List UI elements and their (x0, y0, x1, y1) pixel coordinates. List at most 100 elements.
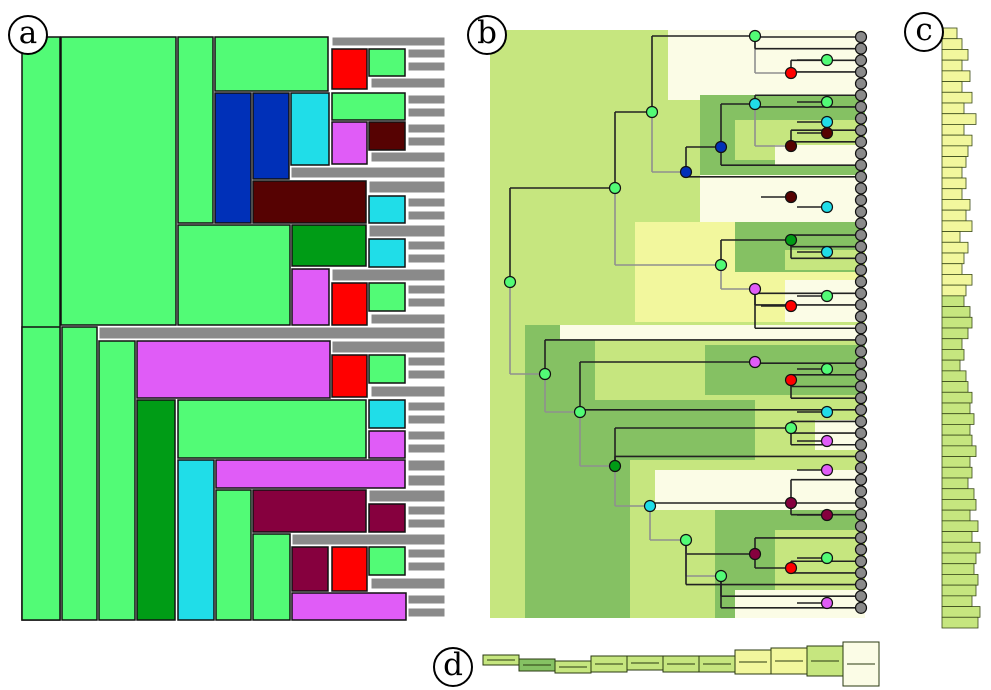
profile-c-bar (941, 391, 973, 404)
treemap-cell (331, 354, 368, 398)
treemap-cell (368, 121, 406, 151)
tree-leaf-node (854, 368, 868, 381)
treemap-leaf-cell (98, 326, 446, 340)
treemap-cell (252, 92, 290, 180)
tree-internal-node (748, 97, 762, 111)
treemap-leaf-cell (407, 505, 446, 516)
profile-c-bar (941, 252, 965, 265)
background-region (775, 145, 865, 165)
treemap-leaf-cell (407, 284, 446, 295)
profile-c-bar (941, 424, 971, 436)
profile-c-bar (941, 541, 981, 554)
tree-leaf-node (854, 380, 868, 393)
treemap-leaf-cell (407, 210, 446, 221)
tree-internal-node (820, 200, 834, 214)
profile-c-bar (941, 359, 961, 372)
treemap-leaf-cell (407, 94, 446, 105)
profile-c-bar (941, 49, 969, 61)
tree-internal-node (820, 362, 834, 376)
tree-leaf-node (854, 496, 868, 510)
treemap-leaf-cell (370, 151, 446, 163)
tree-leaf-node (854, 182, 868, 195)
treemap-cell (291, 268, 330, 326)
profile-c-bar (941, 124, 965, 136)
tree-leaf-node (854, 415, 868, 428)
profile-c-bar (941, 156, 967, 168)
profile-c-bar (941, 134, 973, 147)
treemap-leaf-cell (407, 594, 446, 605)
tree-leaf-node (854, 240, 868, 253)
treemap-leaf-cell (368, 489, 446, 503)
tree-internal-node (820, 245, 834, 259)
background-region (668, 30, 865, 100)
profile-c-bar (941, 231, 961, 243)
tree-leaf-node (854, 322, 868, 335)
treemap-leaf-cell (407, 107, 446, 118)
panel-c-profile: c (895, 0, 991, 630)
treemap-cell (331, 92, 406, 121)
treemap-leaf-cell (407, 459, 446, 472)
treemap-cell (331, 546, 368, 592)
tree-svg (490, 29, 868, 618)
tree-internal-node (820, 115, 834, 129)
tree-leaf-node (854, 42, 868, 55)
tree-leaf-node (854, 450, 868, 463)
profile-c-bar (941, 445, 977, 457)
treemap-cell (290, 92, 330, 166)
profile-c-bar (941, 70, 971, 82)
profile-c-bar (941, 316, 973, 329)
profile-c-bar (941, 477, 969, 490)
treemap-leaf-cell (331, 36, 446, 47)
tree-internal-node (748, 547, 762, 561)
tree-leaf-node (854, 357, 868, 370)
profile-c-bar (941, 466, 973, 479)
tree-internal-node (645, 105, 659, 119)
panel-label-a: a (8, 15, 48, 55)
panel-d-profile: d (420, 630, 890, 690)
tree-internal-node (643, 499, 657, 513)
background-region (655, 470, 865, 510)
panel-label-b: b (467, 15, 507, 55)
treemap-leaf-cell (407, 297, 446, 308)
treemap-leaf-cell (407, 561, 446, 572)
tree-internal-node (784, 233, 798, 247)
treemap-cell (368, 546, 406, 576)
tree-internal-node (538, 367, 552, 381)
tree-internal-node (820, 126, 834, 140)
profile-c-bar (941, 199, 971, 211)
tree-leaf-node (854, 461, 868, 475)
background-region (560, 325, 865, 340)
tree-leaf-node (854, 287, 868, 300)
tree-internal-node (714, 140, 728, 154)
treemap-cell (136, 340, 331, 399)
treemap-cell (214, 92, 252, 224)
profile-c-bar (941, 488, 975, 500)
treemap-cell (177, 224, 291, 326)
treemap-leaf-cell (407, 197, 446, 208)
tree-internal-node (503, 275, 517, 289)
tree-leaf-node (854, 77, 868, 90)
treemap-leaf-cell (407, 518, 446, 529)
treemap-cell (368, 399, 406, 429)
tree-leaf-node (854, 135, 868, 148)
tree-internal-node (784, 190, 798, 204)
treemap-leaf-cell (407, 61, 446, 72)
tree-internal-node (820, 508, 834, 522)
tree-internal-node (748, 282, 762, 296)
tree-internal-node (784, 299, 798, 313)
profile-c-bar (941, 327, 969, 340)
tree-leaf-node (854, 333, 868, 346)
treemap-leaf-cell (407, 356, 446, 367)
treemap-leaf-cell (407, 401, 446, 412)
tree-internal-node (820, 463, 834, 477)
tree-internal-node (820, 53, 834, 67)
profile-c-bar (941, 81, 963, 93)
tree-internal-node (820, 289, 834, 303)
treemap-cell (252, 533, 291, 621)
profile-c-bar (941, 220, 973, 232)
tree-leaf-node (854, 112, 868, 125)
tree-leaf-node (854, 438, 868, 451)
treemap-cell (177, 399, 367, 459)
tree-leaf-node (854, 543, 868, 556)
tree-internal-node (784, 66, 798, 80)
